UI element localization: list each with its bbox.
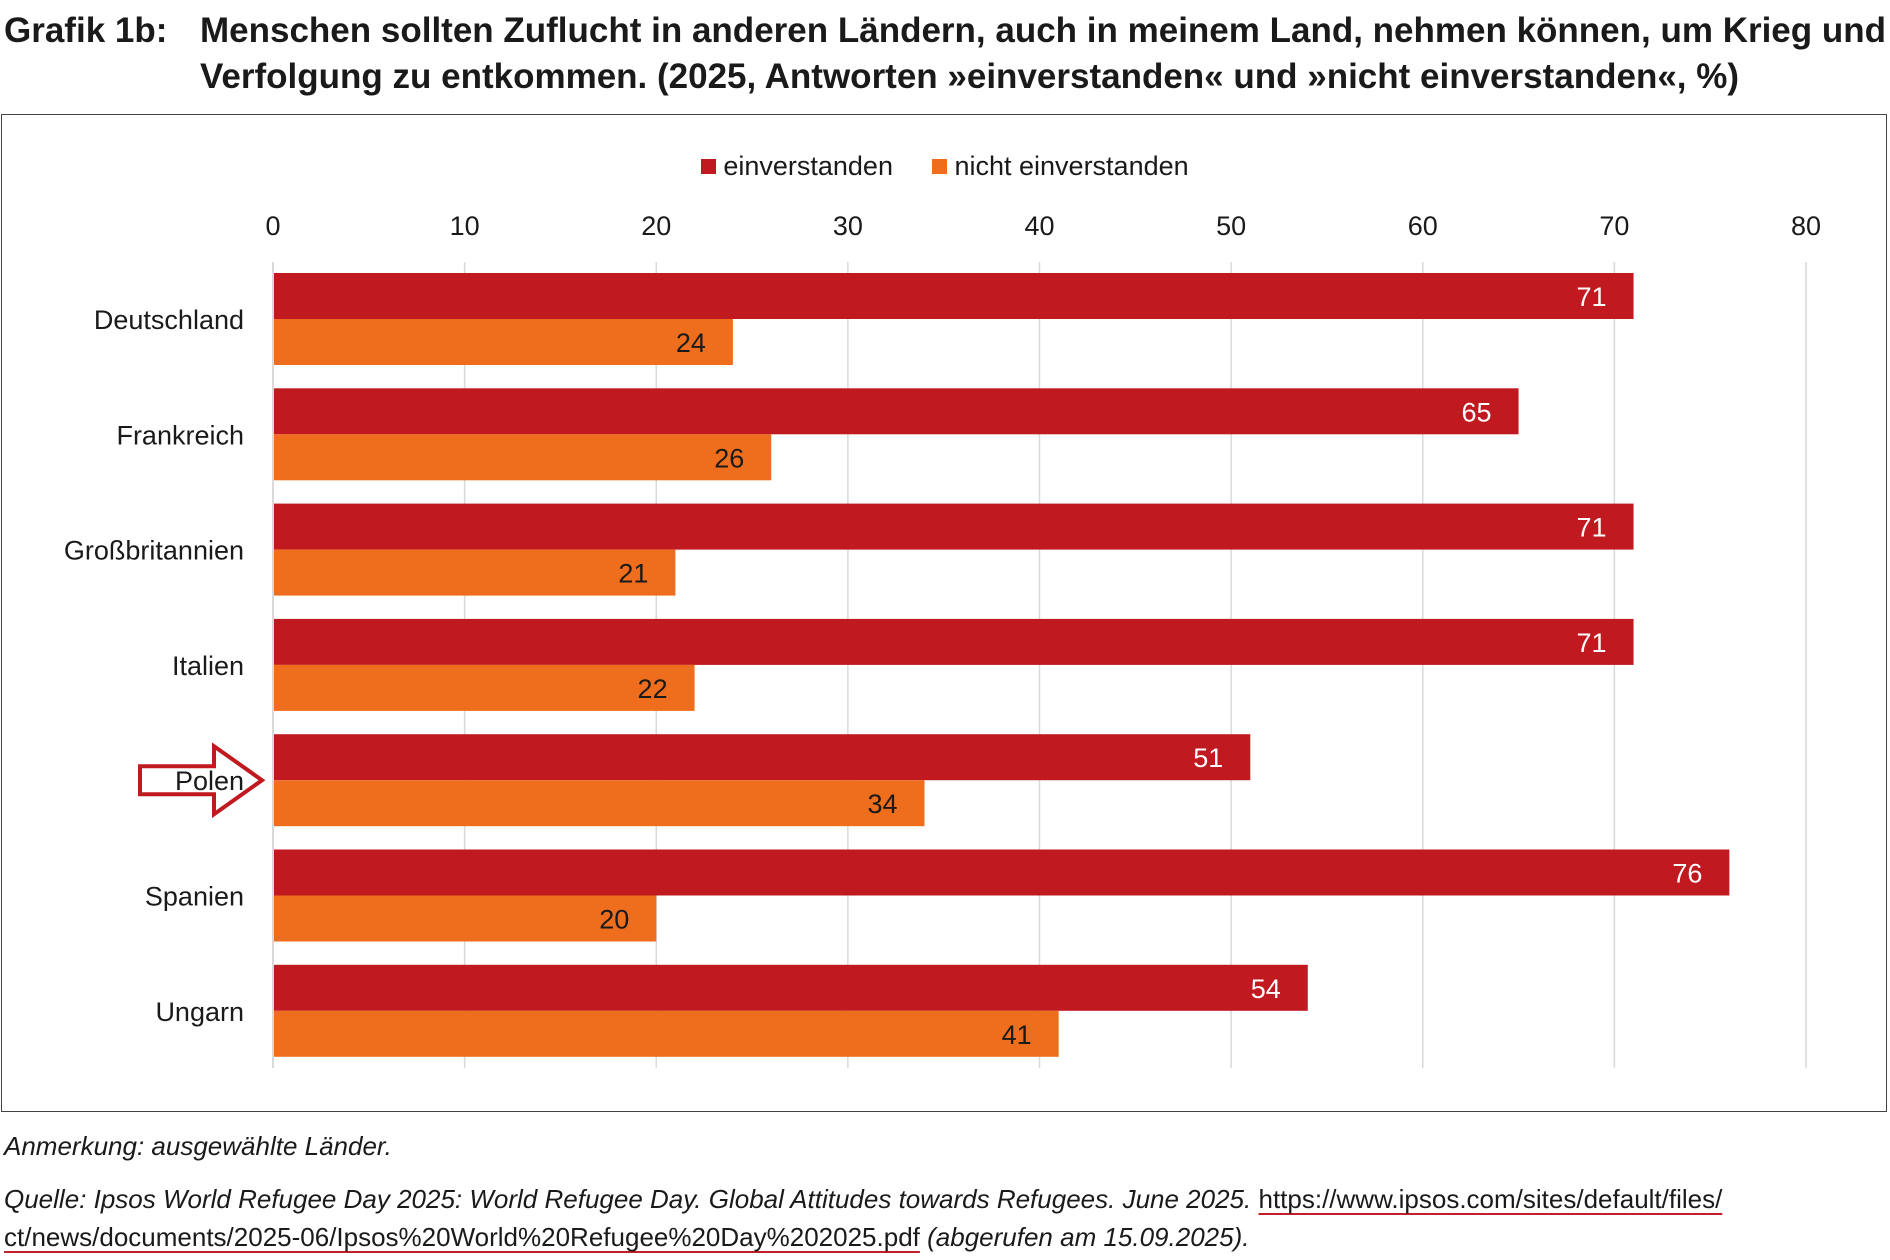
bar [273,849,1730,896]
bar [273,549,676,596]
data-label: 54 [1251,974,1281,1004]
source-line-2: ct/news/documents/2025-06/Ipsos%20World%… [4,1218,1888,1256]
highlight-arrow-icon [138,742,266,819]
legend-swatch-nicht-einverstanden [932,159,948,174]
data-label: 51 [1193,743,1223,773]
bar [273,319,733,365]
title-line-2: Verfolgung zu entkommen. (2025, Antworte… [200,57,1740,96]
x-tick-label: 0 [265,211,280,241]
source-link-part-1[interactable]: https://www.ipsos.com/sites/default/file… [1258,1184,1723,1214]
data-label: 34 [868,789,898,819]
bar [273,273,1634,319]
title-line-1: Menschen sollten Zuflucht in anderen Län… [200,11,1887,50]
source-line-1: Quelle: Ipsos World Refugee Day 2025: Wo… [4,1180,1888,1218]
data-label: 71 [1577,282,1607,312]
legend-item-einverstanden: einverstanden [701,148,893,184]
bar [273,1010,1059,1057]
bar [273,780,925,827]
legend: einverstanden nicht einverstanden [0,148,1890,184]
bar [273,434,772,481]
bar [273,895,657,942]
data-label: 65 [1462,397,1492,427]
data-label: 26 [714,443,744,473]
bar [273,664,695,711]
note: Anmerkung: ausgewählte Länder. [4,1131,392,1161]
source-prefix: Quelle: Ipsos World Refugee Day 2025: Wo… [4,1184,1252,1214]
data-label: 71 [1577,628,1607,658]
legend-swatch-einverstanden [701,159,717,174]
legend-label-einverstanden: einverstanden [723,151,893,181]
figure-label: Grafik 1b: [4,11,168,50]
data-label: 20 [599,905,629,935]
x-tick-label: 30 [833,211,863,241]
data-label: 22 [638,674,668,704]
category-label: Polen [175,766,244,796]
data-label: 24 [676,328,706,358]
bar [273,388,1519,435]
x-tick-label: 60 [1408,211,1438,241]
legend-item-nicht-einverstanden: nicht einverstanden [932,148,1189,184]
x-tick-label: 80 [1791,211,1821,241]
category-label: Italien [172,651,244,681]
x-tick-label: 10 [450,211,480,241]
chart-frame [1,114,1887,1112]
bar [273,964,1308,1011]
bar [273,618,1634,665]
bar [273,734,1251,781]
source-link-part-2[interactable]: ct/news/documents/2025-06/Ipsos%20World%… [4,1222,920,1252]
source: Quelle: Ipsos World Refugee Day 2025: Wo… [4,1180,1888,1256]
bar [273,503,1634,550]
category-label: Spanien [145,882,244,912]
data-label: 41 [1002,1020,1032,1050]
x-tick-label: 70 [1599,211,1629,241]
x-tick-label: 20 [641,211,671,241]
x-tick-label: 50 [1216,211,1246,241]
category-label: Ungarn [155,997,244,1027]
source-suffix: (abgerufen am 15.09.2025). [927,1222,1250,1252]
x-tick-label: 40 [1024,211,1054,241]
category-label: Frankreich [116,420,244,450]
legend-label-nicht-einverstanden: nicht einverstanden [954,151,1189,181]
data-label: 21 [618,559,648,589]
title-text: Menschen sollten Zuflucht in anderen Län… [200,8,1890,100]
category-label: Großbritannien [64,536,244,566]
category-label: Deutschland [94,305,244,335]
data-label: 71 [1577,513,1607,543]
data-label: 76 [1672,859,1702,889]
